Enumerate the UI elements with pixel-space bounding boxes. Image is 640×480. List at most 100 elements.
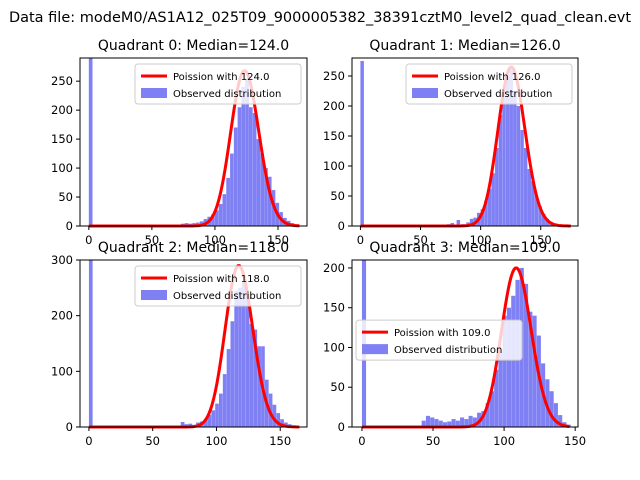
x-tick-label: 0: [85, 434, 92, 448]
x-tick-label: 50: [145, 233, 160, 247]
histogram-bar: [241, 282, 246, 427]
x-tick-label: 100: [493, 434, 515, 448]
x-tick-label: 150: [267, 233, 289, 247]
histogram-bar: [472, 417, 477, 427]
y-tick-label: 50: [330, 189, 345, 203]
histogram-bar: [214, 210, 219, 226]
x-tick-label: 0: [357, 233, 364, 247]
histogram-bar: [207, 414, 212, 427]
histogram-bar: [219, 393, 223, 427]
histogram-bar: [421, 420, 426, 427]
y-tick-label: 100: [51, 364, 73, 378]
legend-box: [134, 63, 302, 105]
x-tick-label: 100: [205, 434, 227, 448]
histogram-bar: [222, 374, 227, 427]
histogram-bar: [425, 415, 431, 427]
histogram-bar: [523, 283, 529, 427]
y-tick-label: 100: [323, 340, 345, 354]
y-tick-label: 200: [51, 309, 73, 323]
subplot-title: Quadrant 2: Median=118.0: [98, 240, 289, 256]
histogram-bar: [237, 107, 242, 226]
histogram-bar: [238, 287, 242, 427]
histogram-bar: [267, 176, 272, 226]
histogram-bar: [541, 214, 546, 226]
x-tick-label: 100: [204, 233, 226, 247]
histogram-bar: [502, 97, 506, 226]
histogram-bar: [494, 369, 499, 427]
subplot-title: Quadrant 1: Median=126.0: [369, 38, 560, 54]
y-tick-label: 0: [338, 219, 345, 233]
histogram-bar: [480, 209, 485, 226]
legend-box: [355, 319, 523, 361]
legend-label-observed: Observed distribution: [444, 89, 552, 100]
histogram-bar: [241, 86, 246, 226]
histogram-bar: [527, 169, 531, 226]
subplot-title: Quadrant 0: Median=124.0: [98, 38, 289, 54]
histogram-bar: [245, 293, 250, 427]
histogram-bar: [88, 260, 93, 427]
histogram-bar: [545, 218, 550, 226]
histogram-bar: [264, 168, 268, 226]
histogram-bar: [226, 349, 231, 427]
histogram-bar: [505, 76, 510, 226]
legend: Poission with 124.0 Observed distribution: [134, 63, 302, 105]
legend-bar-swatch: [141, 88, 167, 98]
histogram-bar: [438, 420, 443, 427]
histogram-bar: [455, 420, 460, 427]
y-tick-label: 200: [323, 99, 345, 113]
legend: Poission with 118.0 Observed distribution: [134, 265, 302, 307]
histogram-bar: [468, 415, 473, 427]
x-tick-label: 150: [269, 434, 291, 448]
histogram-bar: [513, 91, 517, 226]
histogram-bar: [532, 315, 537, 427]
histogram-bar: [257, 346, 261, 427]
x-tick-label: 150: [530, 233, 552, 247]
histogram-bar: [226, 177, 230, 226]
legend-label-observed: Observed distribution: [394, 345, 502, 356]
histogram-bar: [498, 115, 503, 226]
histogram-bar: [481, 411, 486, 427]
histogram-bar: [203, 419, 208, 427]
y-tick-label: 0: [338, 420, 345, 434]
histogram-bar: [469, 218, 474, 226]
subplot-quadrant-2: 0 50 100 150 0 100 200 300 Quadrant 2: Median=11…: [51, 240, 308, 448]
histogram-bar: [538, 206, 542, 226]
histogram-bar: [88, 58, 93, 226]
legend-label-fit: Poission with 126.0: [444, 72, 540, 83]
histogram-bar: [442, 422, 448, 427]
histogram-bar: [248, 107, 253, 226]
y-tick-label: 250: [323, 69, 345, 83]
histogram-bars: [88, 58, 299, 226]
histogram-bar: [233, 127, 238, 226]
histogram-bar: [430, 417, 435, 427]
x-tick-label: 0: [85, 233, 92, 247]
histogram-bar: [256, 139, 261, 226]
histogram-bar: [534, 196, 539, 226]
legend-label-fit: Poission with 124.0: [173, 72, 269, 83]
histogram-bar: [188, 423, 193, 427]
y-tick-label: 250: [51, 74, 73, 88]
y-tick-label: 150: [323, 301, 345, 315]
axes-frame: [79, 259, 308, 428]
legend-box: [134, 265, 302, 307]
y-tick-label: 150: [323, 129, 345, 143]
histogram-bar: [498, 351, 503, 427]
histogram-bar: [549, 391, 554, 427]
x-tick-label: 50: [413, 233, 428, 247]
y-tick-label: 50: [58, 190, 73, 204]
y-tick-label: 300: [51, 253, 73, 267]
histogram-bar: [502, 315, 507, 427]
histogram-bar: [215, 403, 219, 427]
histogram-bar: [511, 295, 516, 427]
histogram-bar: [276, 413, 281, 427]
x-tick-label: 0: [358, 434, 365, 448]
legend-label-observed: Observed distribution: [173, 291, 281, 302]
figure-title: Data file: modeM0/AS1A12_025T09_90000053…: [9, 10, 631, 26]
subplot-quadrant-1: 0 50 100 150 0 50 100 150 200 250 Quadrant 1: Medi…: [323, 38, 579, 247]
histogram-bar: [447, 421, 452, 427]
histogram-bar: [506, 307, 512, 427]
y-tick-label: 200: [323, 261, 345, 275]
legend-bar-swatch: [412, 88, 438, 98]
histogram-bar: [516, 106, 521, 226]
histogram-bar: [456, 220, 461, 226]
